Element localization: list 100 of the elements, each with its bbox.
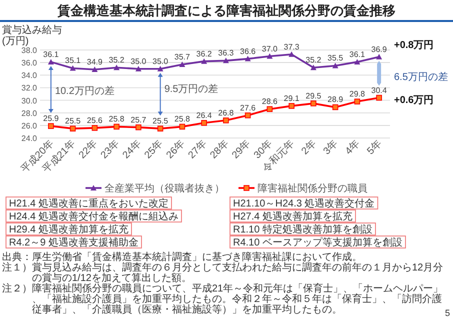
y-tick-label: 38.0 [21, 46, 38, 55]
point [114, 64, 120, 70]
x-tick-label: 22年 [76, 138, 100, 162]
point [70, 126, 76, 132]
data-label: 30.4 [371, 86, 388, 95]
text: R4.2～9 処遇改善支援補助金 [9, 236, 138, 248]
x-tick-label: 24年 [120, 138, 144, 162]
point [223, 118, 229, 124]
point [157, 66, 164, 72]
x-tick-label: 3年 [320, 138, 340, 158]
point [70, 65, 76, 71]
point [201, 120, 207, 126]
x-tick-label: 29年 [230, 138, 253, 162]
text: H21.10～H24.3 処遇改善交付金 [233, 198, 375, 210]
text: H27.4 処遇改善加算を拡充 [233, 210, 352, 222]
x-tick-label: 4年 [342, 138, 362, 158]
source-note: 出典：厚生労働省「賃金構造基本統計調査」に基づき障害福祉課において作成。 [2, 251, 362, 263]
annotation: 10.2万円の差 [54, 85, 114, 97]
data-label: 36.3 [218, 48, 234, 58]
point [114, 124, 120, 130]
point [288, 103, 294, 109]
data-label: 35.0 [152, 56, 169, 66]
data-label: 35.0 [130, 56, 147, 66]
y-tick-label: 26.0 [21, 121, 38, 130]
point [92, 66, 98, 72]
text: H29.4 処遇改善加算を拡充 [9, 224, 128, 236]
point [135, 66, 142, 72]
text: 6.5万円の差 [394, 71, 448, 84]
point [222, 58, 229, 64]
text: H21.4 処遇改善に重点をおいた改定 [9, 198, 168, 210]
x-tick-label: 28年 [208, 138, 232, 162]
data-label: 25.8 [174, 114, 191, 124]
data-label: 36.1 [43, 50, 60, 59]
point [179, 61, 186, 67]
data-label: 37.3 [284, 42, 300, 52]
point [92, 125, 98, 131]
data-label: 28.6 [262, 97, 278, 106]
point [354, 98, 360, 104]
point [288, 51, 295, 57]
x-tick-label: 26年 [164, 138, 188, 162]
data-label: 26.4 [196, 110, 212, 120]
point [157, 126, 164, 132]
y-tick-label: 36.0 [21, 58, 38, 68]
y-tick-label: 34.0 [21, 71, 38, 80]
data-label: 36.6 [240, 46, 256, 56]
legend-label: 全産業平均（役職者抜き） [104, 182, 224, 194]
text: R1.10 特定処遇改善加算を創設 [233, 224, 372, 236]
x-tick-label: 23年 [98, 138, 122, 162]
point [332, 62, 338, 68]
data-label: 25.5 [152, 116, 169, 126]
data-label: 35.2 [108, 56, 125, 65]
data-label: 36.1 [349, 50, 366, 59]
x-tick-label: 5年 [364, 138, 384, 158]
chart-title: 賃金構造基本統計調査による障害福祉関係分野の賃金推移 [56, 3, 396, 18]
data-label: 36.2 [196, 49, 212, 58]
point [266, 53, 273, 59]
data-label: 29.1 [284, 94, 300, 103]
point [354, 58, 360, 64]
legend-label: 障害福祉関係分野の職員 [258, 182, 368, 194]
point [179, 124, 186, 130]
x-tick-label: 27年 [186, 138, 210, 162]
point [48, 123, 54, 129]
data-label: 26.8 [218, 108, 234, 118]
text: 注２）障害福祉関係分野の職員について、平成21年～令和元年は「保育士」、「ホームヘルパー」、「福祉施設介護員」を加重平均したもの。令和２年～令和５年は「保育士」、「訪問介護従事者」、「介護職員（医療・福祉施設等）」を加重平均したもの。 [2, 282, 444, 316]
point [48, 58, 54, 64]
data-label: 25.6 [86, 116, 104, 125]
data-label: 36.9 [371, 44, 388, 54]
text: 注１）賞与見込み給与は、調査年の６月分として支払われた給与に調査年の前年の１月から12月分の賞与の1/12を加えて算出した額。 [2, 262, 444, 284]
annotation: 9.5万円の差 [164, 83, 218, 96]
data-label: 35.7 [174, 52, 191, 62]
point [376, 54, 382, 60]
point [376, 94, 382, 101]
data-label: 29.8 [349, 90, 366, 99]
point [332, 104, 338, 110]
data-label: 35.5 [328, 54, 344, 63]
text: +0.8万円 [394, 40, 434, 51]
point [136, 124, 142, 130]
text: H24.4 処遇改善交付金を報酬に組込み [9, 210, 178, 222]
data-label: 29.5 [306, 91, 322, 100]
data-label: 37.0 [262, 44, 278, 54]
point [244, 56, 251, 62]
point [244, 112, 251, 118]
data-label: 35.2 [306, 56, 322, 65]
y-axis-title: 賞与込み給与 (万円) [2, 24, 62, 47]
data-label: 35.1 [65, 56, 82, 66]
y-tick-label: 28.0 [21, 108, 38, 118]
point [266, 106, 273, 112]
data-label: 25.7 [130, 115, 147, 124]
point [310, 64, 316, 70]
data-label: 27.6 [240, 103, 256, 112]
y-tick-label: 30.0 [21, 96, 38, 106]
text: R4.10 ベースアップ等支援加算を創設 [233, 236, 402, 248]
y-tick-label: 24.0 [21, 134, 38, 143]
data-label: 25.5 [65, 116, 82, 126]
point [310, 100, 316, 106]
data-label: 28.9 [328, 95, 344, 104]
data-label: 34.9 [86, 57, 104, 66]
text: +0.6万円 [394, 94, 434, 106]
data-label: 25.9 [43, 114, 60, 124]
point [201, 58, 208, 64]
